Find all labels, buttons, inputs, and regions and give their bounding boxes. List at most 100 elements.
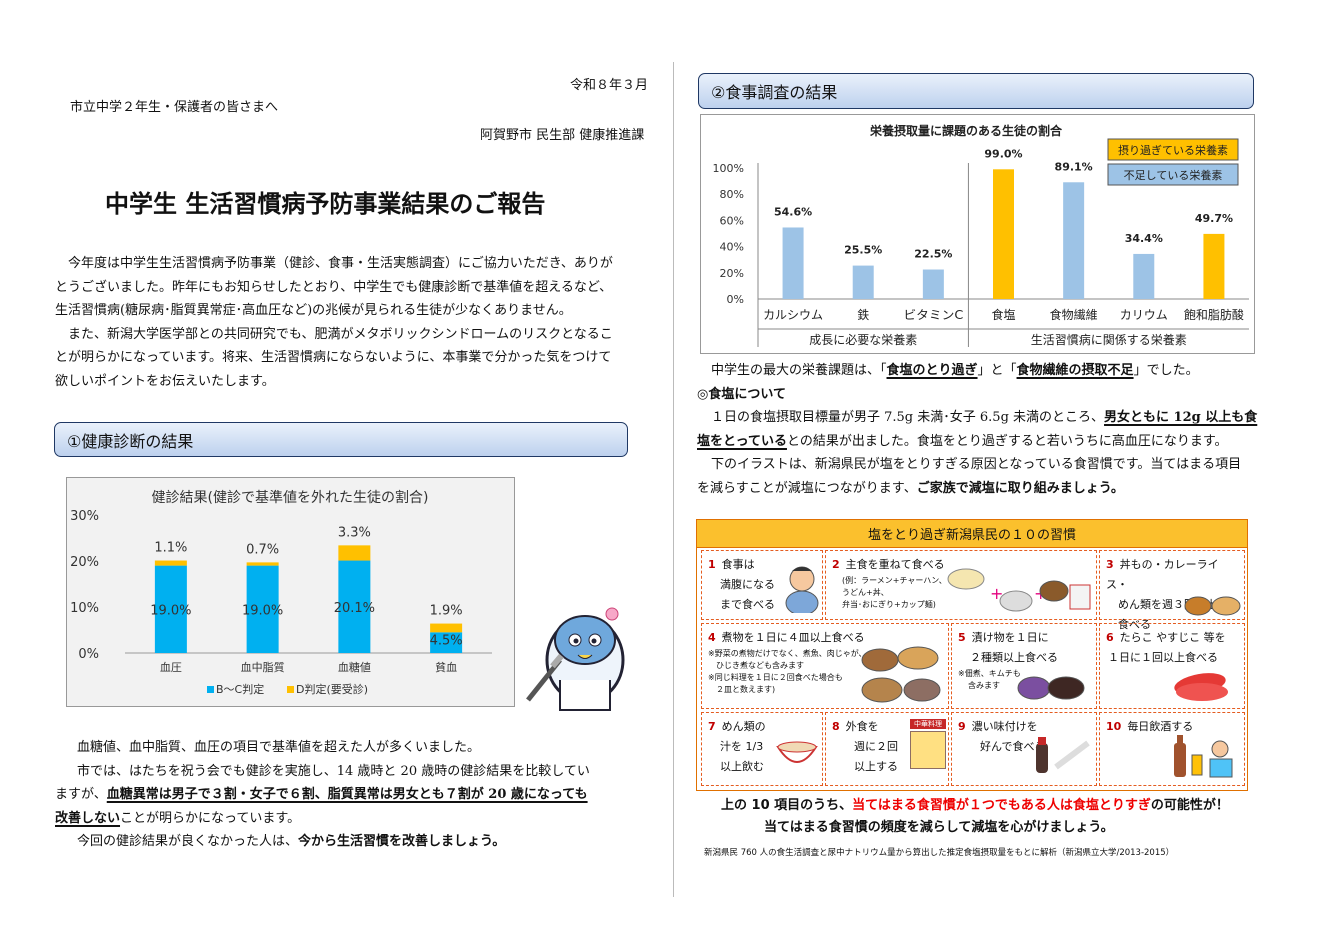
habit-note: ※同じ料理を１日に２回食べた場合も: [708, 673, 843, 682]
diet-emphasis: ご家族で減塩に取り組みましょう。: [916, 480, 1124, 496]
habit-text: まで食べる: [720, 598, 775, 611]
habit-text: 食べる: [1118, 618, 1151, 631]
intro-line: とが明らかになっています。将来、生活習慣病にならないように、本事業で分かった気を…: [55, 350, 612, 365]
habit-item-7: 7 めん類の 汁を 1/3 以上飲む: [701, 712, 823, 786]
habit-text: たらこ やすじこ 等を: [1119, 631, 1226, 644]
y-tick-label: 20%: [70, 555, 99, 570]
habit-item-2: 2 主食を重ねて食べる (例：ラーメン+チャーハン、 うどん+丼、 弁当･おにぎり…: [825, 550, 1097, 620]
data-label: 25.5%: [844, 244, 882, 257]
habit-text: 濃い味付けを: [971, 720, 1038, 733]
conclusion-part: の可能性が！: [1150, 798, 1229, 813]
y-tick-label: 0%: [727, 293, 744, 306]
bar-short: [782, 227, 804, 299]
bar-d: [246, 562, 279, 566]
data-label-bc: 20.1%: [334, 601, 375, 616]
category-label: カリウム: [1120, 308, 1168, 322]
page-title: 中学生 生活習慣病予防事業結果のご報告: [105, 190, 546, 218]
data-label: 34.4%: [1125, 232, 1163, 245]
category-label: 血圧: [160, 660, 182, 674]
intro-line: 生活習慣病(糖尿病･脂質異常症･高血圧など)の兆候が見られる生徒が少なくありませ…: [55, 303, 572, 318]
legend-label: D判定(要受診): [296, 682, 368, 696]
sender: 阿賀野市 民生部 健康推進課: [480, 128, 645, 143]
simmered-dishes-illustration: [861, 646, 941, 703]
intro-line: 欲しいポイントをお伝えいたします。: [55, 373, 275, 389]
footnote: 新潟県民 760 人の食生活調査と尿中ナトリウム量から算出した推定食塩摂取量をも…: [704, 848, 1175, 858]
category-label: カルシウム: [763, 308, 823, 322]
legend-short-box: [1107, 163, 1239, 186]
habit-number: 4: [708, 631, 716, 644]
pickles-illustration: [1017, 676, 1085, 700]
diet-line-part: 」でした。: [1133, 363, 1199, 378]
health-line-part: ことが明らかになっています。: [120, 810, 301, 826]
diet-line: 下のイラストは、新潟県民が塩をとりすぎる原因となっている食習慣です。当てはまる項…: [711, 457, 1242, 472]
data-label-bc: 19.0%: [242, 603, 283, 618]
section2-title: ②食事調査の結果: [711, 83, 838, 102]
intro-line: 今年度は中学生生活習慣病予防事業（健診、食事・生活実態調査）にご協力いただき、あ…: [68, 256, 613, 271]
habit-number: 5: [958, 631, 966, 644]
habit-note: (例：ラーメン+チャーハン、: [842, 576, 947, 585]
habit-note: 弁当･おにぎり+カップ麺): [842, 600, 936, 609]
y-tick-label: 60%: [720, 214, 744, 227]
habit-text: 満腹になる: [720, 578, 775, 591]
y-tick-label: 100%: [713, 162, 744, 175]
legend-over-box: [1107, 138, 1239, 161]
habit-text: めん類の: [721, 720, 766, 733]
bar-short: [1133, 253, 1155, 299]
data-label-bc: 4.5%: [430, 633, 463, 648]
bar-bc: [338, 560, 371, 653]
habit-note: 含みます: [968, 681, 1000, 690]
full-stomach-illustration: [785, 566, 819, 613]
data-label-d: 1.1%: [154, 541, 187, 556]
soy-sauce-illustration: [1036, 737, 1090, 773]
diet-emphasis: 塩をとっている: [697, 433, 787, 449]
restaurant-sign: 中華料理: [910, 719, 946, 729]
habit-item-8: 8 外食を 週に２回 以上する 中華料理: [825, 712, 949, 786]
category-label: 鉄: [857, 307, 869, 322]
bar-bc: [154, 565, 187, 653]
section2-header: ②食事調査の結果: [698, 73, 1254, 109]
diet-emphasis: 男女ともに 12g 以上も食: [1104, 410, 1258, 425]
habit-note: ※佃煮、キムチも: [958, 669, 1021, 678]
curry-ramen-illustration: [1184, 596, 1241, 616]
health-chart-svg: 健診結果(健診で基準値を外れた生徒の割合) 0% 10% 20% 30% 19.0% 1.1…: [70, 489, 492, 696]
bar-over: [1203, 233, 1225, 299]
mascot-doctor-illustration: [526, 607, 625, 711]
bar-d: [154, 560, 187, 566]
conclusion-emphasis: 当てはまる食習慣が１つでもある人は食塩とりすぎ: [852, 798, 1151, 813]
intro-line: とうございました。昨年にもお知らせしたとおり、中学生でも健康診断で基準値を超える…: [55, 279, 613, 295]
bar-d: [430, 623, 463, 633]
diet-emphasis: 食塩のとり過ぎ: [886, 363, 978, 378]
data-label: 99.0%: [984, 147, 1022, 160]
diet-emphasis: 食物繊維の摂取不足: [1016, 363, 1134, 378]
habit-number: 10: [1106, 720, 1122, 733]
habit-text: ２種類以上食べる: [970, 651, 1058, 664]
health-line: 市では、はたちを祝う会でも健診を実施し、14 歳時と 20 歳時の健診結果を比較…: [77, 763, 590, 779]
legend-over-label: 摂り過ぎている栄養素: [1118, 143, 1228, 157]
column-divider: [673, 62, 674, 897]
habits-title: 塩をとり過ぎ新潟県民の１０の習慣: [697, 520, 1247, 548]
recipient: 市立中学２年生・保護者の皆さまへ: [70, 100, 279, 115]
y-tick-label: 0%: [78, 647, 99, 662]
group-label: 成長に必要な栄養素: [809, 332, 917, 347]
bar-short: [1063, 182, 1085, 299]
nutrition-chart: 栄養摂取量に課題のある生徒の割合 0% 20% 40% 60% 80% 100% 54.6% カ…: [700, 114, 1255, 354]
habit-number: 7: [708, 720, 716, 733]
habit-note: ひじき煮なども含みます: [716, 661, 804, 670]
issue-date: 令和８年３月: [570, 78, 649, 93]
bar-bc: [246, 565, 279, 653]
health-chart: 健診結果(健診で基準値を外れた生徒の割合) 0% 10% 20% 30% 19.0% 1.1…: [66, 477, 515, 707]
habit-item-4: 4 煮物を１日に４皿以上食べる ※野菜の煮物だけでなく、煮魚、肉じゃが、 ひじき煮…: [701, 623, 949, 709]
bar-short: [922, 269, 944, 299]
habit-text: 食事は: [721, 558, 755, 571]
cod-roe-illustration: [1174, 673, 1228, 701]
bar-short: [852, 265, 874, 299]
diet-line-part: 」と「: [977, 363, 1017, 378]
category-label: 食塩: [992, 307, 1016, 322]
habit-number: 9: [958, 720, 966, 733]
diet-line-part: １日の食塩摂取目標量が男子 7.5g 未満･女子 6.5g 未満のところ、: [711, 410, 1105, 425]
data-label-d: 3.3%: [338, 525, 371, 540]
drinking-illustration: [1174, 735, 1233, 778]
habit-number: 3: [1106, 558, 1114, 571]
health-line-part: ますが、: [55, 787, 107, 802]
intro-paragraph: 今年度は中学生生活習慣病予防事業（健診、食事・生活実態調査）にご協力いただき、あ…: [55, 252, 613, 393]
